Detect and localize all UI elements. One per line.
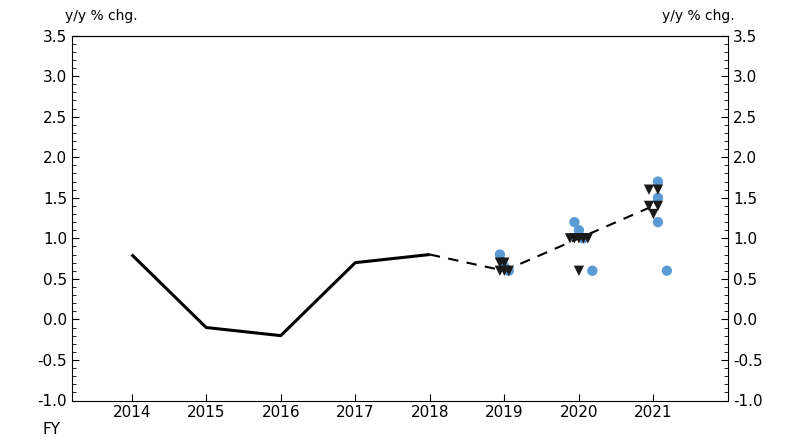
Point bbox=[651, 186, 664, 193]
Point bbox=[573, 227, 586, 234]
Point bbox=[498, 259, 510, 266]
Point bbox=[651, 178, 664, 185]
Text: FY: FY bbox=[42, 422, 61, 437]
Point bbox=[494, 251, 506, 258]
Text: y/y % chg.: y/y % chg. bbox=[662, 9, 734, 23]
Point bbox=[568, 218, 581, 226]
Point bbox=[494, 259, 506, 266]
Point bbox=[498, 267, 510, 274]
Point bbox=[568, 235, 581, 242]
Point bbox=[582, 235, 594, 242]
Point bbox=[573, 235, 586, 242]
Point bbox=[502, 267, 515, 274]
Point bbox=[651, 194, 664, 201]
Point bbox=[577, 235, 590, 242]
Point bbox=[577, 235, 590, 242]
Point bbox=[661, 267, 674, 274]
Text: y/y % chg.: y/y % chg. bbox=[66, 9, 138, 23]
Point bbox=[498, 263, 510, 270]
Point bbox=[651, 218, 664, 226]
Point bbox=[642, 202, 655, 210]
Point bbox=[563, 235, 576, 242]
Point bbox=[586, 267, 598, 274]
Point bbox=[494, 267, 506, 274]
Point bbox=[642, 186, 655, 193]
Point bbox=[651, 202, 664, 210]
Point bbox=[502, 267, 515, 274]
Point bbox=[647, 210, 660, 218]
Point bbox=[573, 267, 586, 274]
